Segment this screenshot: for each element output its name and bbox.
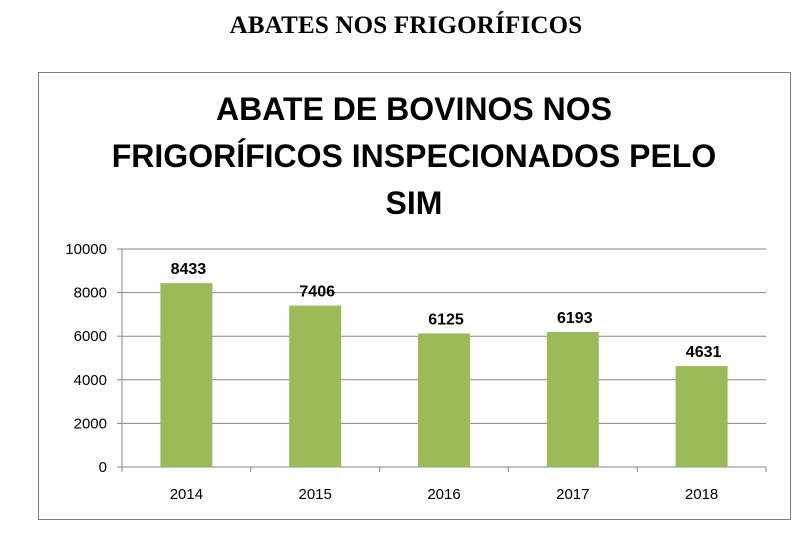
- data-label-2015: 7406: [299, 284, 335, 301]
- x-tick-label: 2014: [170, 486, 203, 503]
- chart-title: ABATE DE BOVINOS NOS FRIGORÍFICOS INSPECI…: [112, 91, 717, 221]
- data-label-2018: 4631: [686, 344, 722, 361]
- chart-title-line-3: SIM: [386, 185, 443, 221]
- x-tick-label: 2016: [427, 486, 460, 503]
- chart-title-line-2: FRIGORÍFICOS INSPECIONADOS PELO: [112, 138, 717, 174]
- bar-2017: [546, 331, 599, 467]
- bar-2016: [418, 333, 470, 467]
- y-tick-label: 6000: [74, 328, 107, 345]
- bars: [160, 283, 728, 467]
- y-tick-label: 8000: [74, 285, 107, 302]
- y-tick-label: 2000: [74, 415, 107, 432]
- data-label-2016: 6125: [428, 311, 464, 328]
- data-label-2014: 8433: [171, 261, 207, 278]
- x-tick-label: 2015: [299, 486, 332, 503]
- y-tick-label: 4000: [74, 372, 107, 389]
- page-heading: ABATES NOS FRIGORÍFICOS: [229, 12, 583, 39]
- chart-title-line-1: ABATE DE BOVINOS NOS: [216, 91, 612, 127]
- x-tick-label: 2017: [556, 486, 589, 503]
- bar-2015: [289, 305, 342, 467]
- labels: 0 2000 4000 6000 8000 10000 2014 8433 2015 7406 20…: [65, 241, 721, 503]
- y-tick-label: 0: [99, 459, 107, 476]
- bar-2018: [675, 366, 728, 467]
- bar-2014: [160, 283, 213, 467]
- data-label-2017: 6193: [557, 310, 593, 327]
- x-tick-label: 2018: [685, 486, 718, 503]
- y-tick-label: 10000: [65, 241, 107, 258]
